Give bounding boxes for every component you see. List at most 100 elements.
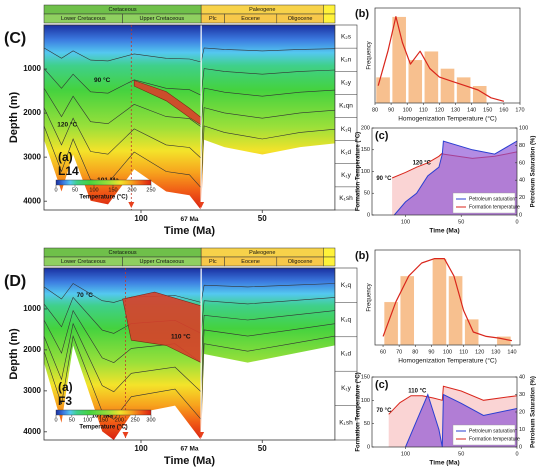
- y2-axis-label: Petroleum Saturation (%): [531, 376, 537, 448]
- x-tick-label: 70: [396, 349, 402, 355]
- epoch-label: Oligocene: [288, 259, 313, 265]
- y-axis-label: Formation Temperature (°C): [356, 132, 362, 211]
- colorbar-tick-label: 250: [131, 417, 140, 423]
- x-tick-label: 50: [258, 214, 267, 223]
- bar: [383, 301, 399, 346]
- isotherm: [43, 334, 336, 421]
- x-tick-label: 110: [419, 107, 428, 113]
- formation-label: K₁qn: [339, 103, 353, 110]
- event-arrow: [122, 432, 129, 438]
- event-arrow: [198, 202, 205, 208]
- panel-label: (c): [375, 379, 389, 391]
- annotation: 70 °C: [376, 408, 392, 414]
- x-tick-label: 140: [507, 349, 516, 355]
- event-arrow: [198, 432, 205, 438]
- y-tick-label: 50: [364, 421, 370, 427]
- formation-label: K₁sh: [339, 195, 353, 202]
- colorbar-tick-label: 200: [115, 417, 124, 423]
- panel-label: (c): [375, 130, 389, 142]
- annotation: 90 °C: [376, 176, 392, 182]
- epoch-cell: [323, 256, 336, 267]
- formation-label: K₁q: [341, 316, 352, 323]
- x-tick-label: 100: [134, 444, 148, 453]
- panel-label: (b): [355, 250, 369, 262]
- annotation: 110 °C: [408, 389, 427, 395]
- x-tick-label: 100: [401, 219, 410, 225]
- y-tick-label: 2000: [23, 108, 41, 117]
- bar: [424, 50, 439, 104]
- plot-frame: [374, 7, 521, 104]
- colorbar-tick-label: 50: [69, 417, 75, 423]
- colorbar-tick-label: 100: [89, 187, 98, 193]
- period-cell: [323, 4, 336, 15]
- period-label: Cretaceous: [108, 7, 136, 13]
- colorbar: [55, 179, 152, 186]
- x-axis-label: Time (Ma): [429, 460, 459, 467]
- x-tick-label: 100: [403, 107, 412, 113]
- annotation: 120 °C: [57, 121, 77, 129]
- x-tick-label: 140: [467, 107, 476, 113]
- isotherm: [43, 47, 336, 63]
- x-tick-label: 80: [372, 107, 378, 113]
- legend-label: Formation temperature: [469, 436, 520, 442]
- legend-label: Petroleum saturation: [469, 196, 515, 202]
- bar: [407, 59, 423, 104]
- isotherm: [43, 87, 336, 128]
- y-axis-label: Frequency: [367, 41, 373, 69]
- y-axis-label: Formation Temperature (°C): [356, 372, 362, 451]
- x-axis-label: Homogenization Temperature (°C): [398, 115, 497, 123]
- x-tick-label: 50: [458, 451, 464, 457]
- y-axis-label: Frequency: [367, 283, 373, 311]
- epoch-label: Oligocene: [288, 16, 313, 22]
- y-tick-label: 50: [364, 191, 370, 197]
- y2-tick-label: 40: [519, 374, 525, 380]
- annotation: 67 Ma: [180, 216, 198, 223]
- isotherm: [43, 68, 336, 96]
- y-tick-label: 2000: [23, 345, 41, 354]
- annotation: 90 °C: [94, 76, 111, 84]
- formation-label: K₁sh: [339, 420, 353, 427]
- y2-tick-label: 10: [519, 427, 525, 433]
- period-label: Cretaceous: [108, 250, 136, 256]
- y-tick-label: 150: [361, 147, 370, 153]
- bar: [399, 275, 415, 346]
- colorbar: [55, 409, 152, 416]
- x-tick-label: 160: [499, 107, 508, 113]
- y2-tick-label: 80: [519, 143, 525, 149]
- x-tick-label: 50: [458, 219, 464, 225]
- isotherm: [43, 309, 336, 364]
- x-tick-label: 170: [515, 107, 524, 113]
- formation-label: K₂s: [341, 33, 352, 40]
- x-tick-label: 100: [134, 214, 148, 223]
- annotation: 110 °C: [171, 333, 191, 341]
- series-line: [393, 140, 518, 216]
- sub-panel-label: (a): [58, 150, 73, 164]
- y-tick-label: 0: [367, 212, 370, 218]
- colorbar-tick-label: 150: [99, 417, 108, 423]
- colorbar-tick-label: 300: [146, 417, 155, 423]
- colorbar-tick-label: 250: [146, 187, 155, 193]
- y2-tick-label: 60: [519, 160, 525, 166]
- fit-curve: [382, 258, 513, 342]
- annotation: 67 Ma: [180, 445, 198, 452]
- y-tick-label: 1000: [23, 304, 41, 313]
- bar: [440, 68, 455, 104]
- y2-tick-label: 30: [519, 392, 525, 398]
- x-tick-label: 0: [515, 219, 518, 225]
- y-tick-label: 100: [361, 398, 370, 404]
- colorbar-tick-label: 0: [54, 187, 57, 193]
- y2-tick-label: 0: [519, 444, 522, 450]
- x-tick-label: 130: [491, 349, 500, 355]
- x-tick-label: 120: [475, 349, 484, 355]
- y-tick-label: 1000: [23, 64, 41, 73]
- colorbar-tick-label: 100: [83, 417, 92, 423]
- y2-tick-label: 0: [519, 212, 522, 218]
- epoch-label: Eocene: [241, 259, 260, 265]
- y-tick-label: 4000: [23, 196, 41, 205]
- annotation: 70 °C: [77, 291, 94, 299]
- legend-box: [452, 192, 516, 214]
- x-axis-label: Time (Ma): [164, 225, 215, 237]
- x-axis-label: Homogenization Temperature (°C): [398, 357, 497, 365]
- x-tick-label: 150: [483, 107, 492, 113]
